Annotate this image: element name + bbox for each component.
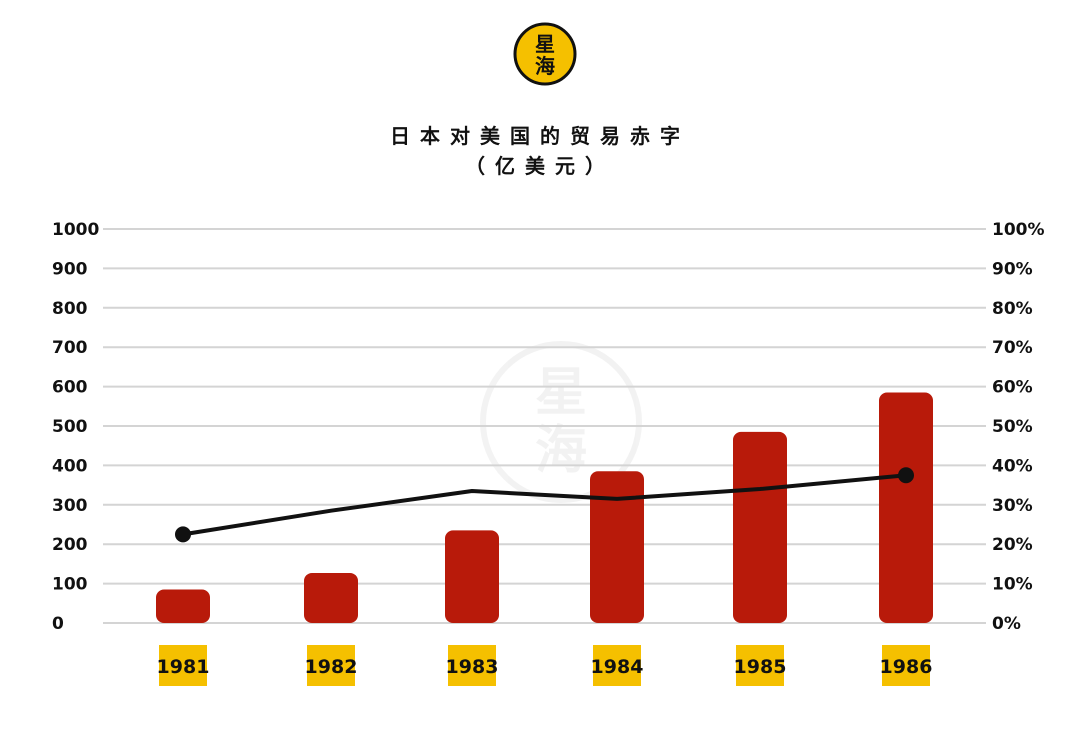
right-axis-tick-label: 50% (992, 417, 1033, 437)
left-axis-tick-label: 300 (52, 496, 88, 516)
right-axis-tick-label: 70% (992, 338, 1033, 358)
category-label: 1983 (446, 656, 499, 678)
right-axis-tick-label: 90% (992, 259, 1033, 279)
left-axis-tick-label: 500 (52, 417, 88, 437)
svg-text:海: 海 (535, 421, 587, 481)
right-axis-tick-label: 60% (992, 378, 1033, 398)
logo: 星 海 (513, 22, 577, 86)
right-axis-tick-label: 20% (992, 535, 1033, 555)
logo-text-1: 星 (535, 32, 555, 56)
left-axis-tick-label: 400 (52, 456, 88, 476)
left-axis-tick-label: 1000 (52, 220, 99, 240)
watermark: 星 海 (480, 341, 642, 503)
svg-text:星: 星 (535, 363, 587, 423)
right-axis-tick-label: 30% (992, 496, 1033, 516)
logo-circle (513, 22, 577, 86)
left-axis-tick-label: 700 (52, 338, 88, 358)
right-axis-tick-label: 10% (992, 575, 1033, 595)
logo-text-2: 海 (535, 54, 555, 78)
category-label: 1982 (305, 656, 358, 678)
category-label-bg (593, 645, 641, 686)
right-axis-tick-label: 100% (992, 220, 1045, 240)
bar-1981 (156, 589, 210, 623)
category-label-bg (448, 645, 496, 686)
category-label-bg (159, 645, 207, 686)
bar-1982 (304, 572, 358, 623)
bar-1984 (590, 471, 644, 623)
category-label: 1981 (157, 656, 210, 678)
left-axis-tick-label: 0 (52, 614, 64, 634)
bar-1983 (445, 530, 499, 623)
category-label-bg (307, 645, 355, 686)
right-axis-tick-label: 80% (992, 299, 1033, 319)
category-label-bg (736, 645, 784, 686)
left-axis-tick-label: 900 (52, 259, 88, 279)
line-marker-1981 (175, 526, 191, 543)
category-label: 1985 (734, 656, 787, 678)
chart-title: 日本对美国的贸易赤字 (390, 124, 690, 148)
left-axis-tick-label: 800 (52, 299, 88, 319)
line-marker-1986 (898, 467, 914, 484)
bar-1985 (733, 431, 787, 623)
category-label-bg (882, 645, 930, 686)
chart-subtitle: （亿美元） (465, 154, 615, 178)
category-label: 1984 (591, 656, 644, 678)
right-axis-tick-label: 0% (992, 614, 1021, 634)
left-axis-tick-label: 100 (52, 575, 88, 595)
bar-1986 (879, 392, 933, 623)
ratio-line (182, 473, 907, 537)
right-axis-tick-label: 40% (992, 456, 1033, 476)
left-axis-tick-label: 200 (52, 535, 88, 555)
left-axis-tick-label: 600 (52, 378, 88, 398)
category-label: 1986 (880, 656, 933, 678)
